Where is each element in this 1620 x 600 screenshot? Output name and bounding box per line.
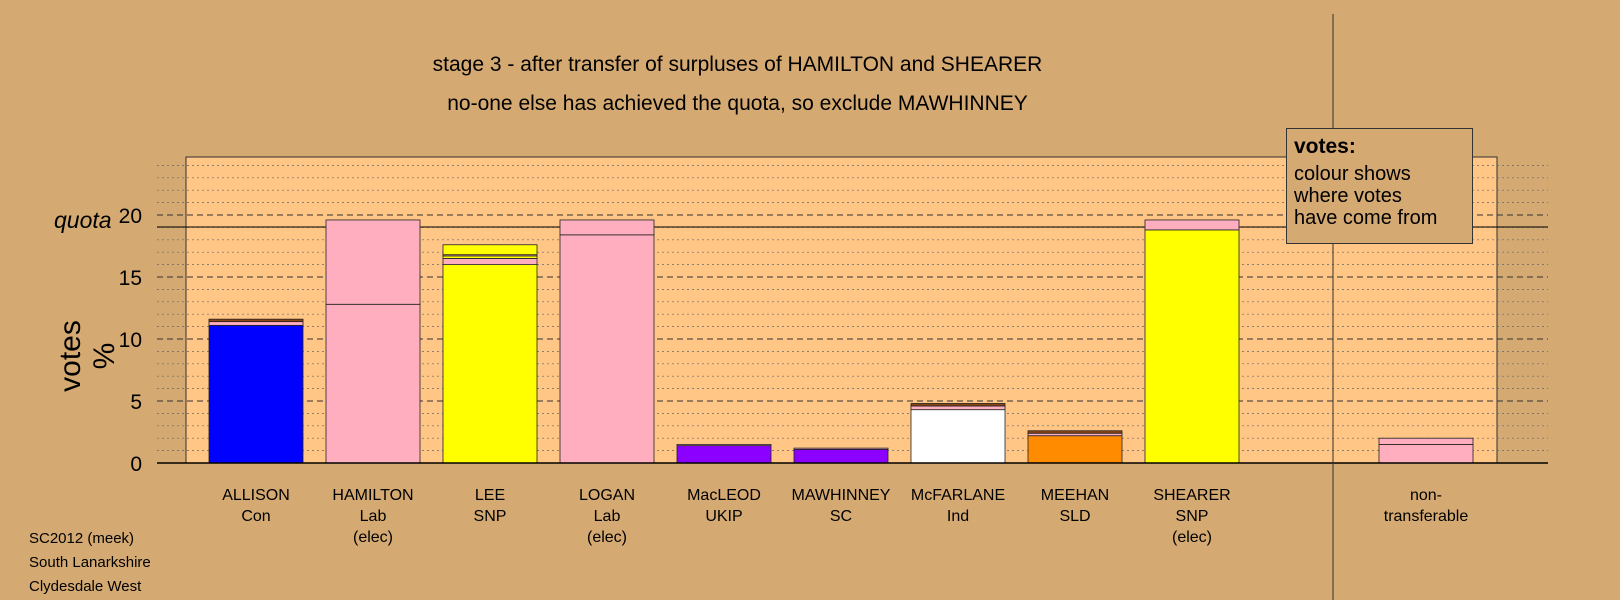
bar-segment xyxy=(325,219,421,305)
category-label: ALLISON xyxy=(222,487,290,504)
legend-box: votes: colour shows where votes have com… xyxy=(1286,128,1473,244)
chart-subtitle: no-one else has achieved the quota, so e… xyxy=(447,92,1028,115)
bar-segment xyxy=(910,403,1006,407)
category-label: Lab xyxy=(594,508,621,525)
category-label: non- xyxy=(1410,487,1442,504)
footer-ward: Clydesdale West xyxy=(29,578,142,595)
category-label: HAMILTON xyxy=(332,487,413,504)
category-label: SNP xyxy=(1176,508,1209,525)
bar-segment xyxy=(1144,229,1240,464)
category-label: SNP xyxy=(474,508,507,525)
bar-segment xyxy=(676,445,772,464)
bar-segment xyxy=(559,219,655,236)
bar-segment xyxy=(208,318,304,323)
category-label: SHEARER xyxy=(1153,487,1230,504)
bar-segment xyxy=(910,409,1006,464)
quota-label: quota xyxy=(54,207,112,233)
category-label: (elec) xyxy=(353,529,393,546)
category-label: Ind xyxy=(947,508,969,525)
bar-segment xyxy=(793,448,889,464)
category-label: UKIP xyxy=(705,508,742,525)
bar-segment xyxy=(676,443,772,447)
chart-title: stage 3 - after transfer of surpluses of… xyxy=(432,53,1043,76)
category-label: transferable xyxy=(1384,508,1469,525)
y-axis-label: votes % xyxy=(54,320,121,392)
category-label: LOGAN xyxy=(579,487,635,504)
bar-segment xyxy=(793,447,889,450)
bar-segment xyxy=(1027,435,1123,464)
y-tick-label: 20 xyxy=(119,205,142,228)
bar-segment xyxy=(208,321,304,326)
bar-segment xyxy=(208,324,304,464)
category-label: SLD xyxy=(1059,508,1090,525)
y-tick-label: 15 xyxy=(119,267,142,290)
footer-council: South Lanarkshire xyxy=(29,554,151,571)
category-label: (elec) xyxy=(1172,529,1212,546)
bar-segment xyxy=(442,257,538,265)
category-label: MEEHAN xyxy=(1041,487,1109,504)
y-tick-label: 0 xyxy=(130,453,142,476)
bar-segment xyxy=(910,405,1006,411)
bar-segment xyxy=(1027,430,1123,434)
legend-line: where votes xyxy=(1294,185,1402,207)
category-label: SC xyxy=(830,508,852,525)
legend-line: have come from xyxy=(1294,207,1438,229)
bar-segment xyxy=(1144,219,1240,231)
category-label: Con xyxy=(241,508,270,525)
legend-title: votes: xyxy=(1294,135,1356,158)
bar-segment xyxy=(559,234,655,464)
category-label: LEE xyxy=(475,487,505,504)
bar-segment xyxy=(442,264,538,464)
bar-segment xyxy=(1378,437,1474,445)
bar-segment xyxy=(325,303,421,464)
bar-segment xyxy=(1378,443,1474,464)
legend-line: colour shows xyxy=(1294,163,1411,185)
bar-segment xyxy=(442,244,538,256)
category-label: (elec) xyxy=(587,529,627,546)
category-label: MAWHINNEY xyxy=(792,487,891,504)
footer-source: SC2012 (meek) xyxy=(29,530,135,547)
y-tick-label: 5 xyxy=(130,391,142,414)
category-label: McFARLANE xyxy=(911,487,1005,504)
category-label: MacLEOD xyxy=(687,487,761,504)
category-label: Lab xyxy=(360,508,387,525)
y-tick-label: 10 xyxy=(119,329,142,352)
